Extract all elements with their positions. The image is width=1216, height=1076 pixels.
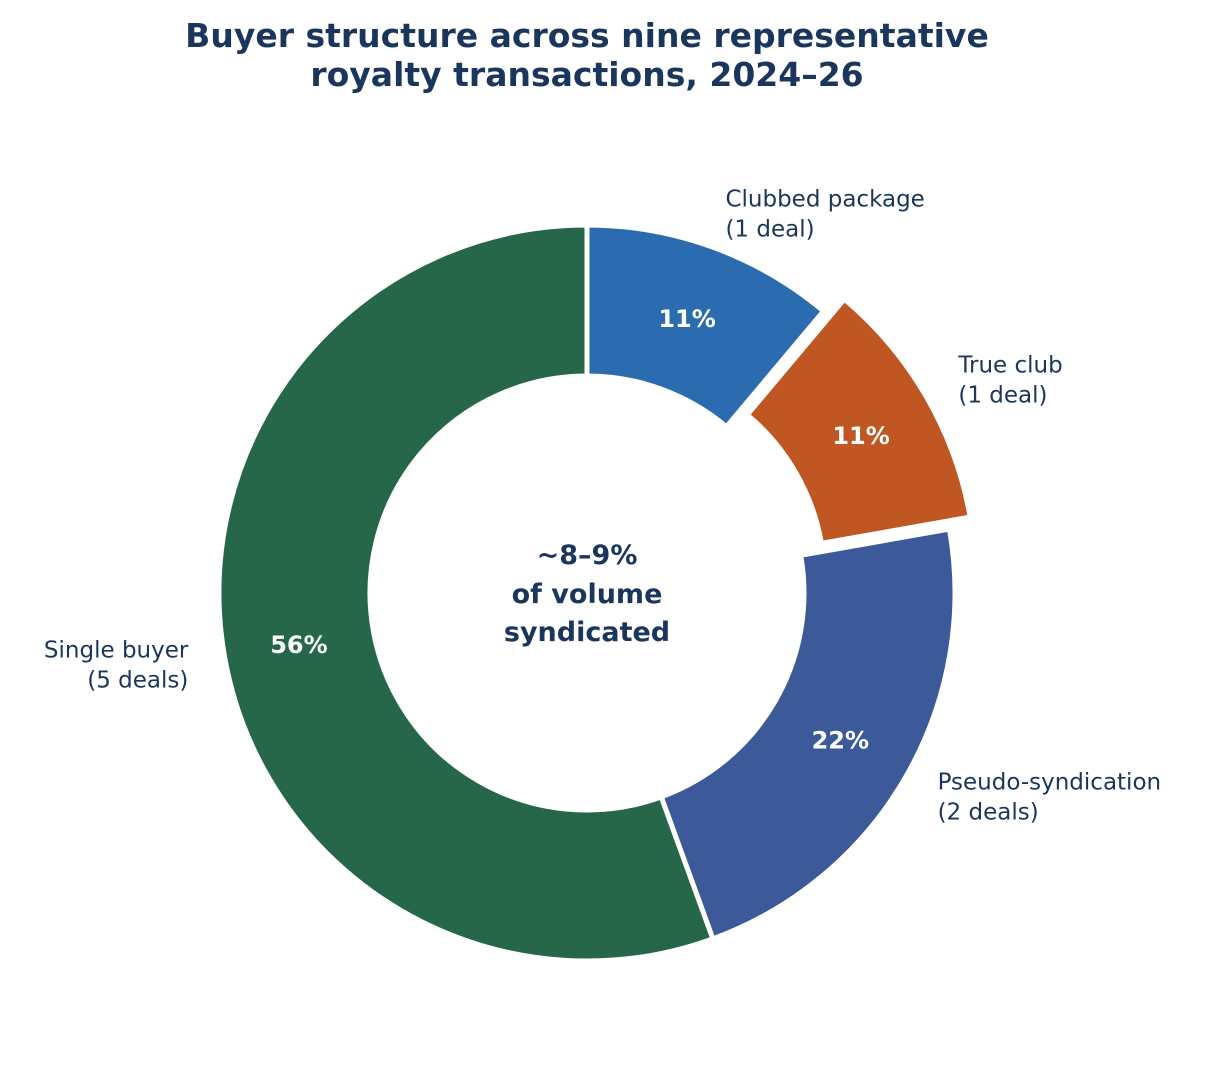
slice-name-label: Pseudo-syndication (938, 769, 1162, 795)
slice-count-label: (1 deal) (725, 217, 814, 243)
center-text-line-1: ~8–9% (537, 540, 638, 571)
slice-clubbed-package (584, 222, 828, 431)
percent-label: 11% (832, 422, 889, 450)
slice-count-label: (1 deal) (958, 383, 1047, 409)
slice-pseudo-syndication (658, 526, 958, 943)
percent-label: 56% (270, 631, 327, 659)
chart-title: Buyer structure across nine representati… (0, 16, 1174, 94)
slice-true-club (743, 295, 974, 547)
slice-name-label: True club (957, 353, 1062, 379)
percent-label: 22% (812, 726, 869, 754)
slice-name-label: Single buyer (44, 637, 189, 663)
percent-label: 11% (658, 305, 715, 333)
center-text-line-3: syndicated (504, 617, 670, 648)
slice-count-label: (5 deals) (87, 667, 188, 693)
slice-single-buyer (216, 222, 717, 964)
slice-name-label: Clubbed package (725, 187, 924, 213)
slice-count-label: (2 deals) (938, 799, 1039, 825)
chart-title-line-1: Buyer structure across nine representati… (185, 16, 989, 55)
center-text-line-2: of volume (512, 579, 663, 610)
chart-title-line-2: royalty transactions, 2024–26 (310, 55, 864, 94)
